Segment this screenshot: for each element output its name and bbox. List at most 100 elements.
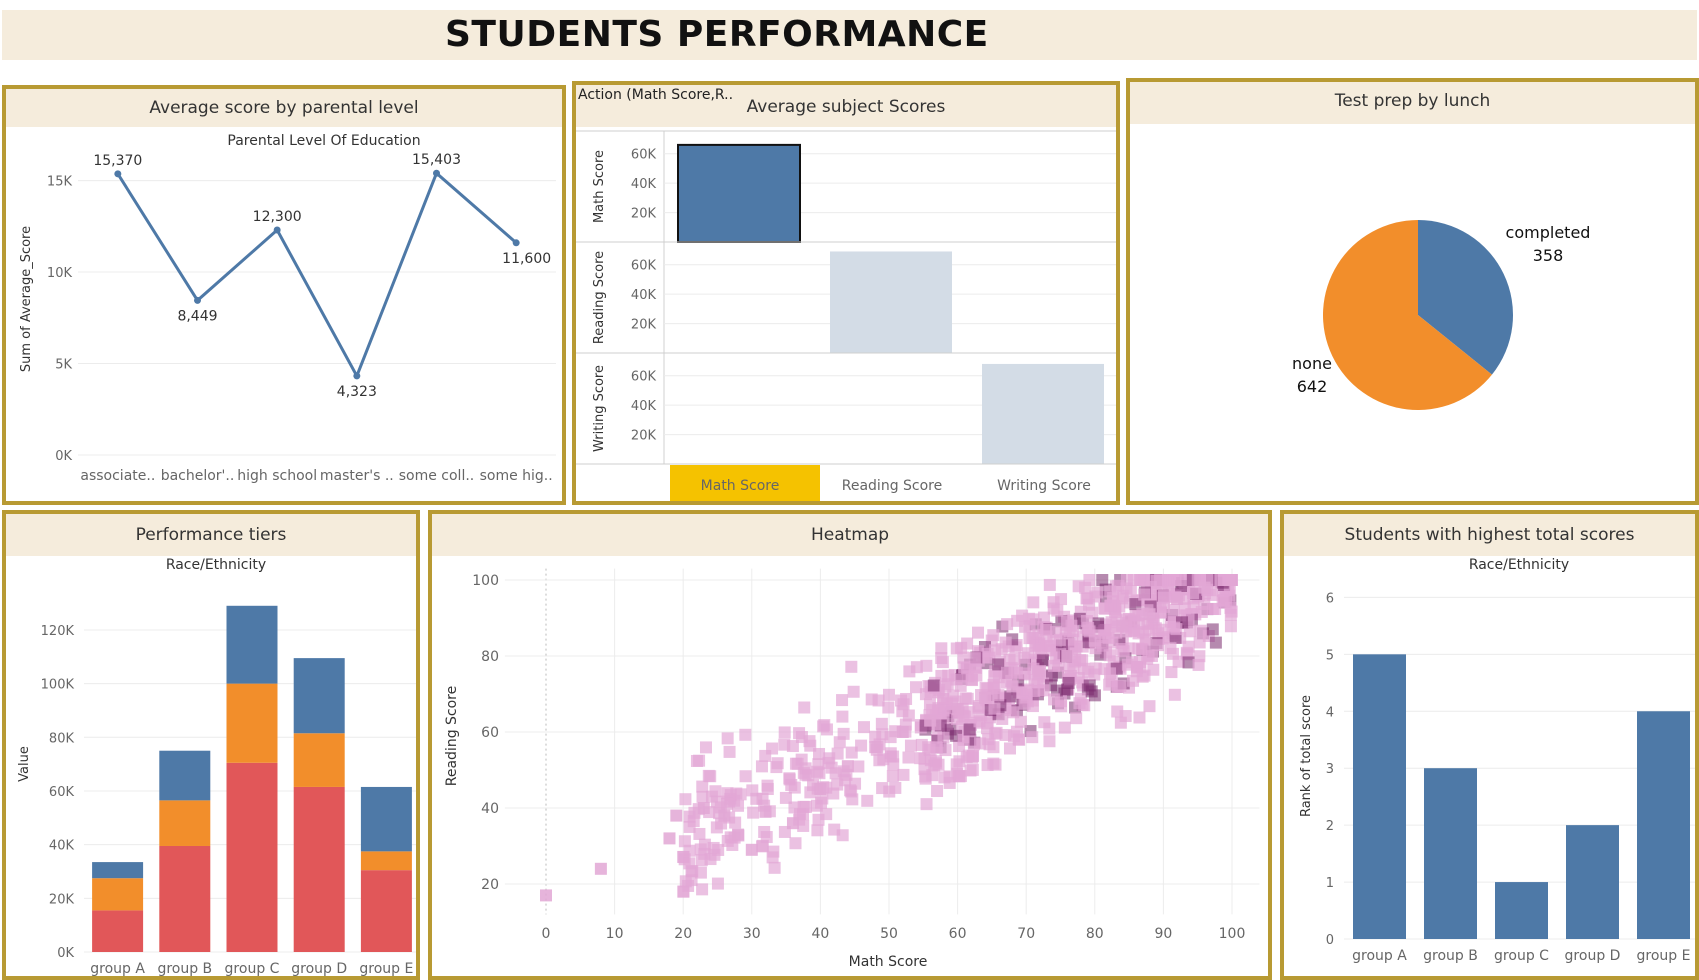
tiers-y-tick-label: 100K: [41, 678, 75, 693]
heatmap-cell: [1083, 625, 1096, 638]
heatmap-cell: [1155, 623, 1168, 636]
highest-x-tick-label: group E: [1637, 948, 1691, 964]
heatmap-cell: [1096, 574, 1109, 586]
panel-tiers[interactable]: Performance tiers Race/Ethnicity Value 0K 2…: [2, 510, 420, 980]
heatmap-cell: [709, 785, 722, 798]
tiers-y-tick-label: 20K: [49, 892, 75, 907]
parental-x-tick-label: some hig..: [480, 468, 553, 484]
panel-testprep-title: Test prep by lunch: [1130, 82, 1695, 124]
heatmap-cell: [981, 759, 994, 772]
heatmap-cell: [594, 862, 607, 875]
heatmap-x-tick-label: 20: [674, 926, 692, 942]
highest-bar-chart[interactable]: Race/Ethnicity Rank of total score 0 1 2 3 4 5 6…: [1284, 514, 1695, 976]
heatmap-cell: [884, 731, 897, 744]
heatmap-y-axis-label: Reading Score: [444, 686, 460, 787]
heatmap-cell: [770, 761, 783, 774]
testprep-pie-chart[interactable]: completed 358 none 642: [1130, 82, 1695, 501]
heatmap-cell: [1192, 658, 1205, 671]
heatmap-cell: [974, 737, 987, 750]
tiers-y-tick-label: 60K: [49, 785, 75, 800]
heatmap-chart[interactable]: 0 10 20 30 40 50 60 70 80 90 100 20 40 60 80 100 Math Sc…: [432, 514, 1268, 976]
heatmap-cell: [1033, 665, 1046, 678]
heatmap-cell: [965, 673, 978, 686]
heatmap-cell: [857, 721, 870, 734]
highest-x-tick-label: group C: [1494, 948, 1549, 964]
heatmap-cell: [882, 701, 895, 714]
heatmap-cell: [1226, 574, 1238, 586]
parental-data-point: [114, 170, 122, 178]
panel-highest[interactable]: Students with highest total scores Race/…: [1280, 510, 1699, 980]
action-label[interactable]: Action (Math Score,R..: [578, 87, 734, 103]
highest-bar: [1353, 654, 1406, 939]
heatmap-cell: [883, 785, 896, 798]
heatmap-cell: [1003, 653, 1016, 666]
heatmap-cell: [1023, 632, 1036, 645]
panel-heatmap[interactable]: Heatmap 0 10 20 30 40 50 60 70 80 90 100 20 40 60 80 10…: [428, 510, 1272, 980]
pie-slice-value: 358: [1533, 246, 1564, 265]
parental-y-tick-label: 5K: [55, 358, 72, 373]
heatmap-cell: [804, 786, 817, 799]
heatmap-cell: [1027, 596, 1040, 609]
tiers-stacked-bar-chart[interactable]: Race/Ethnicity Value 0K 20K 40K 60K 80K 100K 120…: [6, 514, 416, 976]
highest-x-tick-label: group D: [1565, 948, 1621, 964]
panel-subject[interactable]: Action (Math Score,R.. Average subject S…: [572, 81, 1120, 505]
heatmap-cell: [1088, 634, 1101, 647]
heatmap-cell: [1018, 658, 1031, 671]
heatmap-cell: [903, 665, 916, 678]
heatmap-cell: [693, 827, 706, 840]
heatmap-cell: [745, 843, 758, 856]
heatmap-cell: [1074, 692, 1087, 705]
heatmap-cell: [1040, 630, 1053, 643]
heatmap-cell: [783, 772, 796, 785]
heatmap-cell: [683, 810, 696, 823]
heatmap-cell: [846, 793, 859, 806]
heatmap-cell: [723, 795, 736, 808]
heatmap-cell: [999, 636, 1012, 649]
heatmap-cell: [758, 825, 771, 838]
parental-data-point: [194, 296, 201, 304]
heatmap-cell: [759, 805, 772, 818]
heatmap-cell: [1080, 592, 1093, 605]
heatmap-cell: [1037, 654, 1050, 667]
heatmap-cell: [1079, 581, 1092, 594]
heatmap-cell: [882, 688, 895, 701]
heatmap-cell: [897, 768, 910, 781]
parental-line-chart[interactable]: Parental Level Of Education Sum of Averag…: [6, 89, 562, 501]
heatmap-cell: [1124, 585, 1137, 598]
tiers-bar-segment: [360, 870, 412, 952]
parental-y-tick-label: 0K: [55, 449, 72, 464]
heatmap-cell: [1138, 588, 1151, 601]
highest-bar: [1566, 825, 1619, 939]
heatmap-cell: [1116, 619, 1129, 632]
panel-parental-title: Average score by parental level: [6, 89, 562, 127]
heatmap-cell: [987, 629, 1000, 642]
heatmap-cell: [712, 843, 725, 856]
heatmap-cell: [786, 740, 799, 753]
heatmap-cell: [1043, 578, 1056, 591]
heatmap-x-tick-label: 60: [949, 926, 967, 942]
tiers-bar-segment: [293, 658, 345, 734]
heatmap-cell: [810, 799, 823, 812]
subject-y-tick-label: 20K: [631, 429, 657, 444]
subject-y-tick-label: 60K: [631, 370, 657, 385]
subject-bar-chart[interactable]: Math Score 20K 40K 60K Reading Score 20K 40K 60…: [576, 85, 1116, 501]
heatmap-cell: [795, 753, 808, 766]
heatmap-cell: [1098, 663, 1111, 676]
heatmap-cell: [1051, 604, 1064, 617]
heatmap-cell: [861, 794, 874, 807]
heatmap-cell: [1143, 608, 1156, 621]
heatmap-cell: [833, 736, 846, 749]
panel-parental[interactable]: Average score by parental level Parental…: [2, 85, 566, 505]
heatmap-cell: [1080, 615, 1093, 628]
subject-x-tick-label: Writing Score: [997, 478, 1091, 494]
heatmap-cell: [766, 742, 779, 755]
tiers-chart-title: Race/Ethnicity: [166, 557, 266, 573]
panel-testprep[interactable]: Test prep by lunch completed 358 none 642: [1126, 78, 1699, 505]
heatmap-cell: [1182, 656, 1195, 669]
heatmap-cell: [1152, 639, 1165, 652]
subject-row-label: Writing Score: [592, 365, 607, 452]
heatmap-cell: [670, 809, 683, 822]
pie-slice-label: none: [1292, 354, 1332, 373]
heatmap-cell: [1044, 640, 1057, 653]
heatmap-x-tick-label: 80: [1086, 926, 1104, 942]
